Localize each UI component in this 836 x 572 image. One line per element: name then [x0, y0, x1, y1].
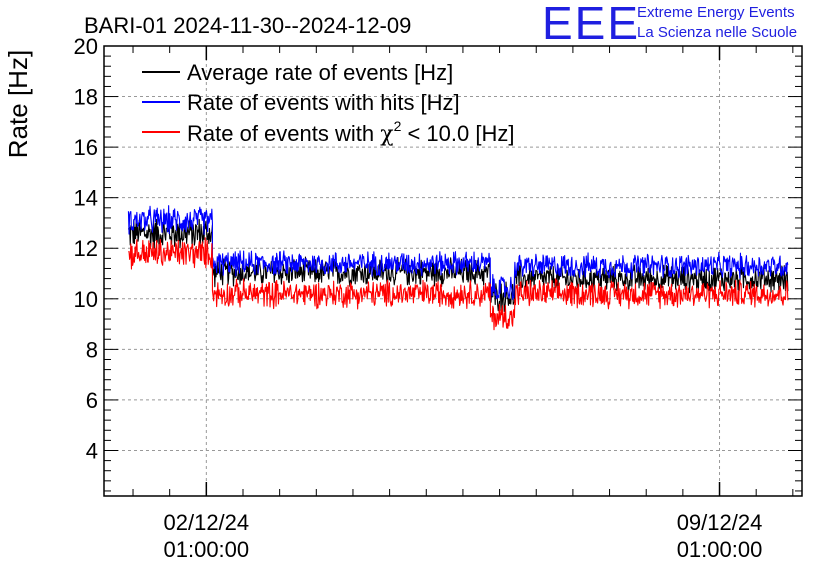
legend-label-average: Average rate of events [Hz] — [187, 60, 453, 85]
eee-logo-mark: EEE — [542, 0, 641, 49]
y-tick-label: 10 — [74, 287, 98, 312]
series-line-chi2 — [128, 237, 789, 331]
legend-label-chi2: Rate of events with χ2 < 10.0 [Hz] — [187, 118, 514, 147]
chart-title: BARI-01 2024-11-30--2024-12-09 — [84, 13, 411, 38]
legend-chi2-symbol: χ — [380, 122, 393, 147]
axis-ticks: 46810121416182002/12/2401:00:0009/12/240… — [74, 34, 802, 562]
x-tick-label-time: 01:00:00 — [677, 537, 763, 562]
eee-logo-line2: La Scienza nelle Scuole — [637, 24, 798, 41]
y-axis-label: Rate [Hz] — [3, 50, 33, 158]
series-line-hits — [127, 205, 789, 302]
y-tick-label: 16 — [74, 135, 98, 160]
y-tick-label: 14 — [74, 186, 98, 211]
series-line-average — [127, 216, 789, 312]
y-tick-label: 18 — [74, 85, 98, 110]
legend-chi2-sup: 2 — [394, 118, 402, 134]
x-tick-label-time: 01:00:00 — [164, 537, 250, 562]
legend-chi2-prefix: Rate of events with — [187, 121, 380, 146]
eee-logo-text: Extreme Energy Events La Scienza nelle S… — [637, 3, 797, 43]
x-tick-label-date: 02/12/24 — [164, 510, 250, 535]
x-tick-label-date: 09/12/24 — [677, 510, 763, 535]
y-tick-label: 4 — [86, 438, 98, 463]
legend: Average rate of events [Hz] Rate of even… — [142, 60, 514, 147]
y-tick-label: 6 — [86, 388, 98, 413]
legend-chi2-suffix: < 10.0 [Hz] — [401, 121, 514, 146]
legend-label-hits: Rate of events with hits [Hz] — [187, 90, 460, 115]
plot-frame — [103, 45, 803, 497]
y-tick-label: 8 — [86, 337, 98, 362]
y-tick-label: 20 — [74, 34, 98, 59]
y-tick-label: 12 — [74, 236, 98, 261]
eee-logo-line1: Extreme Energy Events — [637, 4, 795, 21]
series-layer — [127, 205, 789, 331]
